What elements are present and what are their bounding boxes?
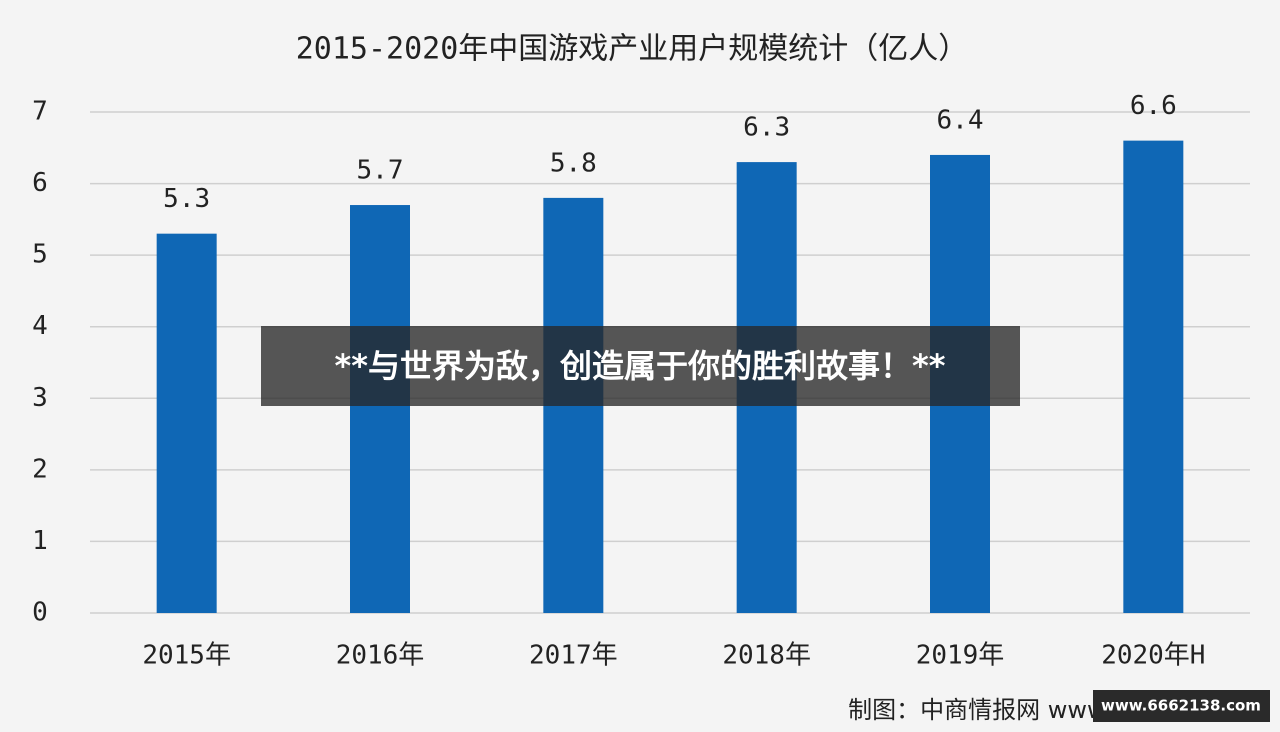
y-tick-label: 7 [32, 97, 48, 127]
data-label: 6.3 [743, 113, 790, 143]
chart-title: 2015-2020年中国游戏产业用户规模统计（亿人） [296, 32, 969, 67]
x-tick-label: 2017年 [529, 641, 618, 671]
bar [350, 205, 410, 614]
x-tick-label: 2018年 [722, 641, 811, 671]
y-tick-label: 2 [32, 454, 48, 484]
overlay-text: **与世界为敌，创造属于你的胜利故事！** [335, 347, 946, 385]
y-tick-label: 0 [32, 598, 48, 628]
y-tick-label: 4 [32, 311, 48, 341]
bar [1123, 140, 1184, 613]
y-tick-label: 5 [32, 240, 48, 270]
y-tick-label: 3 [32, 383, 48, 413]
watermark: www.6662138.com [1101, 697, 1261, 715]
overlay-banner [261, 326, 1020, 406]
watermark-box [1093, 690, 1270, 722]
x-tick-label: 2015年 [142, 641, 231, 671]
data-label: 6.4 [937, 105, 984, 135]
x-tick-label: 2020年H [1101, 641, 1205, 671]
data-label: 5.3 [163, 184, 210, 214]
data-label: 6.6 [1130, 91, 1177, 121]
data-label: 5.8 [550, 148, 597, 178]
y-tick-label: 6 [32, 168, 48, 198]
data-label: 5.7 [357, 156, 404, 186]
bar [156, 233, 217, 613]
x-tick-label: 2016年 [336, 641, 425, 671]
y-tick-label: 1 [32, 526, 48, 556]
x-tick-label: 2019年 [916, 641, 1005, 671]
